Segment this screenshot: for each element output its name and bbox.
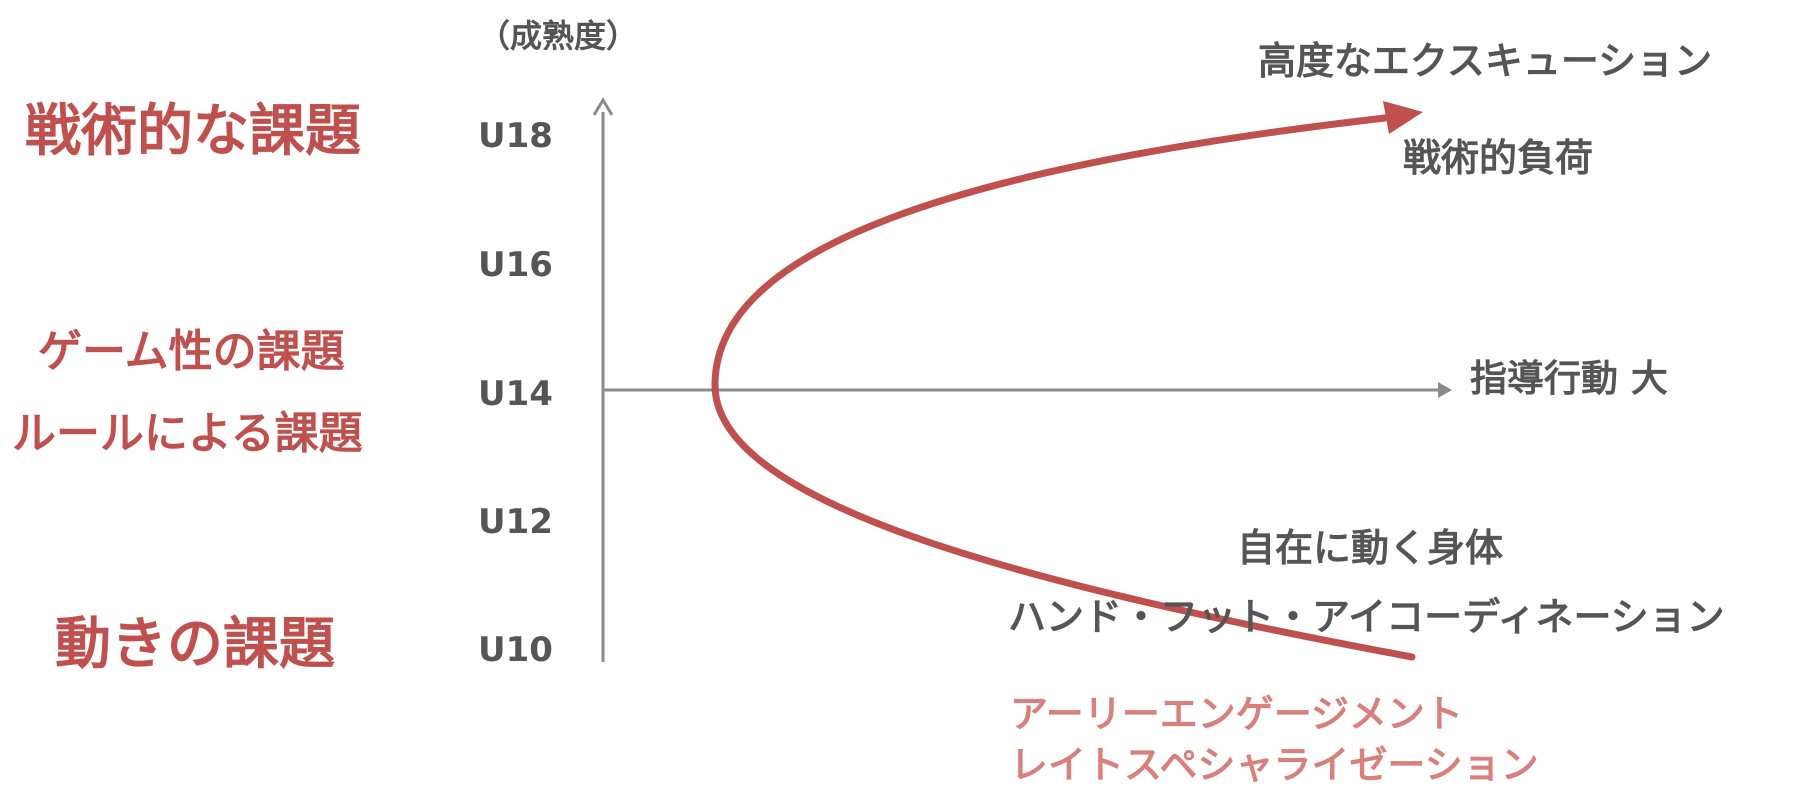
label-game-challenge: ゲーム性の課題 [38, 326, 345, 377]
y-axis [592, 97, 614, 662]
tick-u18: U18 [478, 116, 553, 156]
annotation-tactical-load: 戦術的負荷 [1403, 136, 1594, 180]
x-axis [603, 382, 1452, 398]
label-rules-challenge: ルールによる課題 [12, 408, 363, 459]
annotation-late-specialization: レイトスペシャライゼーション [1010, 743, 1539, 787]
annotation-coordination: ハンド・フット・アイコーディネーション [1008, 595, 1725, 639]
x-axis-arrowhead [1438, 382, 1452, 398]
tick-u12: U12 [478, 502, 553, 542]
development-curve [711, 114, 1416, 661]
tick-u16: U16 [478, 245, 553, 285]
curve-arrowhead [1383, 101, 1423, 134]
tick-u14: U14 [478, 374, 553, 414]
tick-u10: U10 [478, 630, 553, 670]
annotation-early-engagement: アーリーエンゲージメント [1010, 692, 1463, 736]
label-movement-challenge: 動きの課題 [55, 612, 335, 677]
x-axis-label: 指導行動 大 [1470, 357, 1668, 400]
label-tactical-challenge: 戦術的な課題 [25, 99, 361, 164]
annotation-advanced-execution: 高度なエクスキューション [1258, 39, 1713, 83]
y-axis-arrowhead [592, 97, 614, 116]
y-axis-unit-label: （成熟度） [478, 17, 639, 55]
annotation-free-body: 自在に動く身体 [1237, 526, 1504, 570]
